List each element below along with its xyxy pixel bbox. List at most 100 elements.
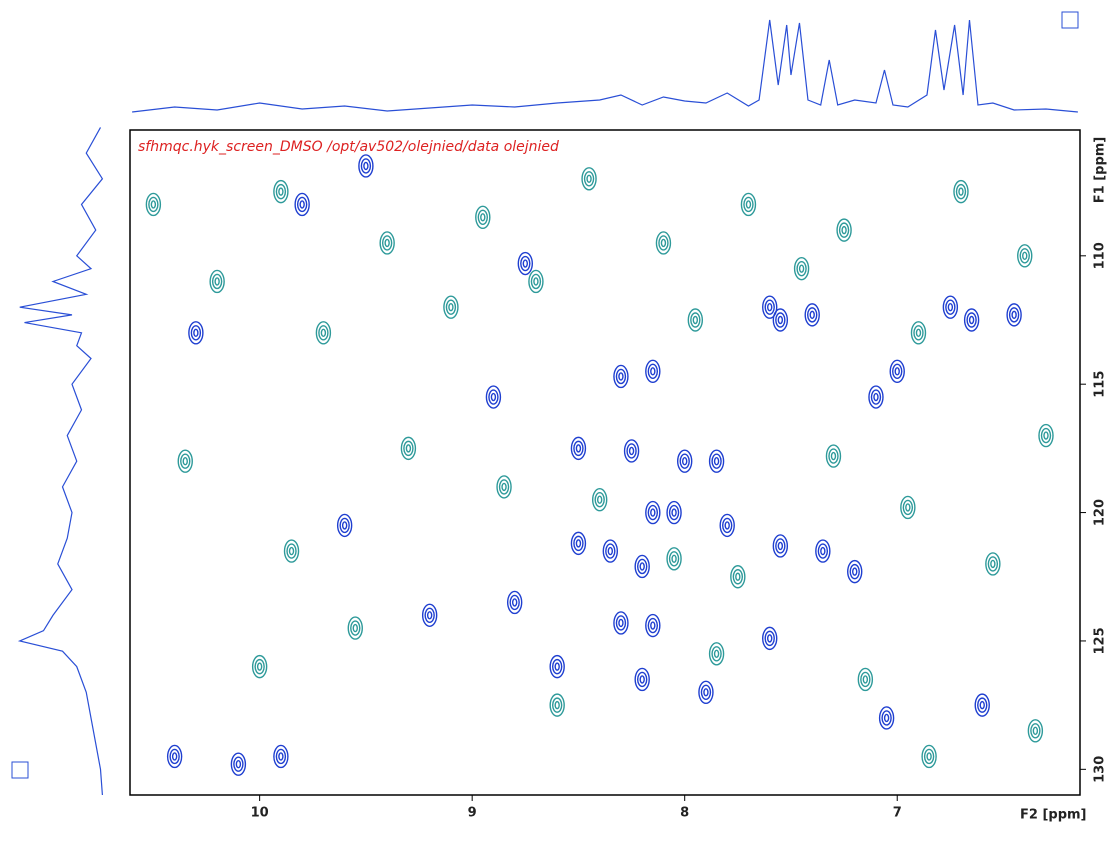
contour-level [968,315,975,325]
contour-level [836,218,852,242]
contour-level [724,521,730,530]
contour-level [256,662,263,671]
contour-level [647,363,659,380]
corner-box[interactable] [11,761,29,779]
contour-level [713,457,720,466]
contour-level [254,658,265,675]
contour-level [660,238,667,248]
contour-level [902,499,914,516]
contour-level [913,325,924,341]
contour-level [881,710,892,726]
peak-contour [485,385,502,409]
contour-level [320,328,327,338]
contour-level [775,312,786,328]
contour-level [230,752,247,776]
contour-level [570,531,587,556]
contour-level [1017,244,1033,268]
contour-level [955,183,967,200]
contour-level [477,209,488,225]
contour-level [421,603,438,627]
contour-level [730,565,746,589]
peak-contour [666,547,682,571]
contour-level [424,607,435,623]
contour-level [177,449,193,473]
contour-level [900,495,916,520]
contour-level [740,192,757,217]
contour-level [666,547,682,571]
peak-contour [762,626,778,651]
contour-level [294,192,310,217]
contour-level [719,513,735,538]
contour-level [645,500,661,525]
x-tick-label: 9 [468,806,477,821]
y-tick-label: 130 [1093,756,1108,783]
contour-level [668,551,680,567]
contour-level [575,539,582,548]
peak-contour [708,642,725,666]
peak-contour [528,269,544,294]
contour-level [894,367,900,376]
peak-contour [400,436,417,461]
contour-level [798,264,805,273]
contour-level [892,363,903,380]
contour-level [676,449,693,473]
contour-level [288,546,295,556]
plot-frame [129,129,1081,796]
contour-level [668,504,680,521]
contour-level [1030,723,1041,739]
contour-level [278,752,284,761]
peak-contour [847,559,863,584]
x-tick-label: 10 [251,806,269,821]
corner-box[interactable] [1061,11,1079,29]
contour-level [767,634,773,643]
contour-level [708,449,725,473]
contour-level [575,444,582,453]
contour-level [171,752,178,761]
contour-level [987,556,999,572]
contour-level [817,543,829,559]
contour-level [605,543,616,559]
contour-level [1019,248,1030,264]
contour-level [762,626,778,651]
contour-level [594,492,605,508]
peak-contour [613,611,629,635]
contour-level [551,697,563,713]
contour-level [233,756,244,772]
contour-level [945,299,956,315]
peak-contour [177,449,193,473]
contour-level [190,325,202,341]
contour-level [658,235,669,251]
contour-level [549,693,565,717]
contour-level [793,256,810,281]
peak-contour [730,565,746,589]
contour-level [772,534,789,558]
contour-level [273,744,289,769]
peak-contour [645,613,661,638]
contour-level [573,535,584,552]
x-axis-label: F2 [ppm] [1020,808,1087,823]
contour-level [977,697,988,713]
peak-contour [581,167,597,191]
peak-contour [475,205,491,229]
x-tick-label: 8 [680,806,689,821]
peak-contour [740,192,757,217]
contour-level [974,693,990,717]
contour-level [804,303,820,327]
y-tick-label: 110 [1093,242,1108,269]
contour-level [953,179,969,204]
contour-level [581,167,597,191]
contour-level [650,508,656,517]
peak-contour [708,449,725,473]
contour-level [708,642,725,666]
contour-level [764,299,775,315]
contour-level [1027,719,1044,743]
contour-level [554,700,560,710]
contour-level [852,567,858,576]
peak-contour [868,385,884,409]
contour-level [214,277,220,286]
contour-level [615,368,627,385]
peak-contour [591,488,608,512]
peak-contour [517,251,534,276]
contour-level [615,615,627,631]
contour-level [522,259,529,268]
